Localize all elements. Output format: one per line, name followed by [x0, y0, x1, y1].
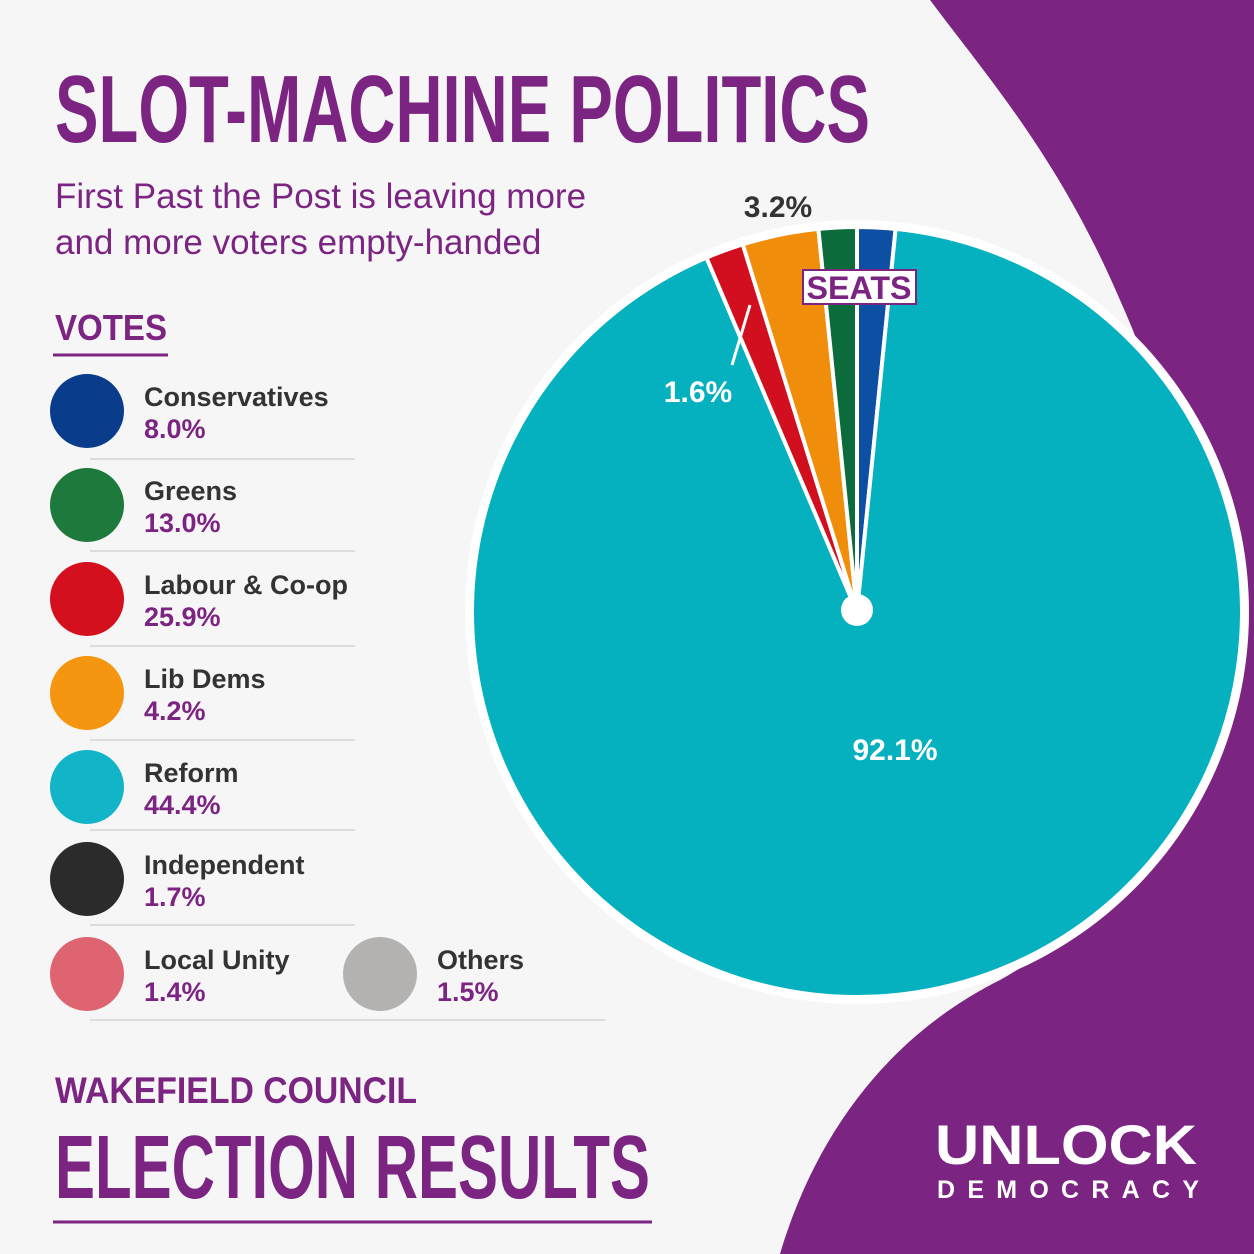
title: SLOT-MACHINE POLITICS — [55, 56, 870, 163]
subtitle: and more voters empty-handed — [55, 223, 541, 262]
slice-label: 3.2% — [744, 191, 812, 224]
party-logo — [343, 937, 417, 1011]
party-name: Others — [437, 945, 524, 975]
party-name: Lib Dems — [144, 664, 266, 694]
brand-sub: DEMOCRACY — [937, 1176, 1199, 1204]
party-share: 25.9% — [144, 602, 221, 632]
party-name: Greens — [144, 476, 237, 506]
pie-center — [841, 594, 873, 626]
party-logo — [50, 656, 124, 730]
party-name: Independent — [144, 850, 305, 880]
party-name: Labour & Co-op — [144, 570, 348, 600]
party-share: 13.0% — [144, 508, 221, 538]
party-share: 44.4% — [144, 790, 221, 820]
brand-name: UNLOCK — [935, 1113, 1197, 1176]
party-logo — [50, 750, 124, 824]
party-name: Reform — [144, 758, 239, 788]
party-share: 1.4% — [144, 977, 206, 1007]
party-share: 1.5% — [437, 977, 499, 1007]
footer-line2: ELECTION RESULTS — [55, 1118, 650, 1218]
purple-shape — [780, 0, 1254, 1254]
party-share: 4.2% — [144, 696, 206, 726]
pie-slice — [816, 224, 859, 613]
party-name: Local Unity — [144, 945, 290, 975]
seats-label: SEATS — [807, 270, 912, 306]
party-share: 8.0% — [144, 414, 206, 444]
party-share: 1.7% — [144, 882, 206, 912]
party-name: Conservatives — [144, 382, 329, 412]
votes-heading: VOTES — [55, 307, 167, 348]
party-logo — [50, 468, 124, 542]
slice-label: 92.1% — [852, 734, 937, 767]
party-logo — [50, 562, 124, 636]
party-logo — [50, 842, 124, 916]
subtitle: First Past the Post is leaving more — [55, 177, 586, 216]
party-logo — [50, 374, 124, 448]
seats-box — [802, 269, 917, 305]
leader-line — [730, 304, 752, 366]
party-logo — [50, 937, 124, 1011]
slice-label: 1.6% — [664, 376, 732, 409]
footer-line1: WAKEFIELD COUNCIL — [55, 1070, 417, 1111]
